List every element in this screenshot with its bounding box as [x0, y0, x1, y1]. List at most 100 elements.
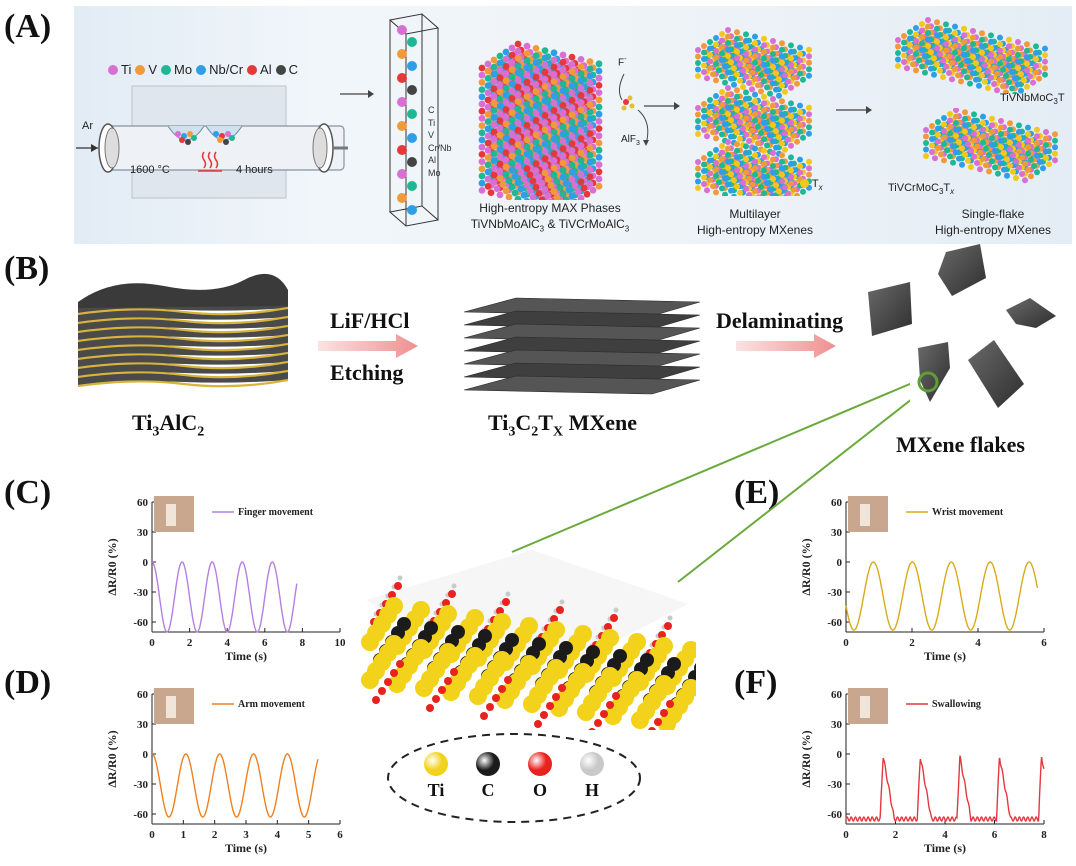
atom-mark: [577, 92, 585, 99]
atom-mark: [968, 164, 974, 170]
atom-mark: [976, 82, 982, 89]
atom-mark: [725, 158, 731, 165]
atom-mark: [490, 179, 498, 186]
atom-mark: [985, 85, 991, 91]
atom-mark: [895, 56, 901, 63]
atom-mark: [980, 139, 986, 146]
atom-mark: [595, 96, 603, 104]
atom-mark: [907, 55, 913, 61]
atom-mark: [523, 86, 531, 93]
atom-mark: [767, 186, 773, 193]
atom-mark: [508, 152, 516, 160]
atom-mark: [952, 30, 958, 37]
atom-mark: [998, 144, 1004, 150]
atom-mark: [743, 131, 749, 138]
atom-mark: [773, 70, 779, 77]
atom-mark: [577, 128, 585, 135]
atom-mark: [550, 99, 558, 107]
atom-mark: [574, 188, 582, 196]
x-tick-label: 0: [149, 637, 155, 649]
atom-mark: [806, 124, 812, 131]
atom-mark: [568, 133, 576, 140]
sensor-patch: [166, 696, 176, 718]
atom-mark: [466, 647, 484, 665]
atom-mark: [1007, 120, 1013, 127]
atom-mark: [988, 32, 994, 39]
atom-mark: [496, 95, 504, 103]
atom-mark: [532, 66, 540, 74]
atom-mark: [701, 101, 707, 107]
atom-mark: [493, 185, 501, 193]
atom-mark: [655, 675, 673, 693]
atom-mark: [701, 168, 707, 174]
atom-mark: [725, 145, 731, 152]
atom-mark: [595, 89, 603, 96]
atom-mark: [532, 102, 540, 110]
atom-mark: [943, 34, 949, 41]
atom-mark: [800, 134, 806, 141]
atom-mark: [704, 187, 710, 194]
atom-mark: [719, 44, 725, 50]
atom-mark: [586, 108, 594, 116]
atom-mark: [770, 192, 776, 196]
atom-mark: [1015, 39, 1021, 45]
atom-mark: [508, 183, 516, 191]
atom-mark: [776, 92, 782, 99]
atom-mark: [950, 143, 956, 150]
x-tick-label: 0: [843, 829, 849, 841]
atom-mark: [1033, 49, 1039, 56]
atom-mark: [916, 57, 922, 64]
atom-mark: [541, 97, 549, 105]
atom-mark: [977, 166, 983, 173]
atom-mark: [962, 122, 968, 129]
element-dot-icon: [275, 65, 286, 75]
atom-mark: [794, 80, 800, 87]
atom-mark: [788, 126, 794, 133]
atom-mark: [568, 68, 576, 75]
atom-mark: [761, 160, 767, 167]
atom-mark: [713, 147, 719, 153]
atom-mark: [752, 59, 758, 66]
atom-mark: [959, 161, 965, 168]
atom-mark: [788, 180, 794, 187]
ti3c2tx-mxene-stack: [463, 297, 701, 395]
element-dot-icon: [108, 65, 118, 75]
atom-mark: [514, 40, 522, 48]
atom-mark: [701, 107, 707, 114]
atom-mark: [484, 125, 492, 133]
atom-mark: [511, 189, 519, 197]
atom-mark: [559, 138, 567, 145]
atom-mark: [752, 171, 758, 178]
atom-mark: [806, 104, 812, 111]
panel-letter-d: (D): [4, 664, 52, 701]
element-symbol: Nb/Cr: [209, 62, 244, 77]
atom-mark: [755, 123, 761, 130]
atom-mark: [550, 49, 558, 57]
atom-mark: [559, 66, 567, 73]
atom-mark: [971, 130, 977, 137]
atom-mark: [577, 194, 585, 200]
atom-mark: [397, 193, 407, 203]
atom-mark: [595, 182, 603, 190]
atom-mark: [550, 143, 558, 150]
atom-mark: [779, 117, 785, 124]
atom-mark: [580, 184, 588, 192]
atom-mark: [752, 91, 758, 98]
atom-mark: [1016, 128, 1022, 135]
atom-mark: [532, 160, 540, 168]
atom-mark: [508, 131, 516, 138]
atom-mark: [600, 710, 608, 718]
atom-mark: [941, 141, 947, 147]
atom-mark: [514, 62, 522, 69]
atom-mark: [478, 165, 486, 173]
atom-mark: [770, 51, 776, 57]
atom-ball-icon: [476, 752, 500, 776]
atom-mark: [559, 159, 567, 167]
atom-mark: [800, 188, 806, 195]
atom-mark: [997, 34, 1003, 41]
atom-mark: [508, 51, 516, 59]
atom-mark: [961, 25, 967, 32]
atom-mark: [480, 712, 488, 720]
atom-mark: [502, 127, 510, 135]
